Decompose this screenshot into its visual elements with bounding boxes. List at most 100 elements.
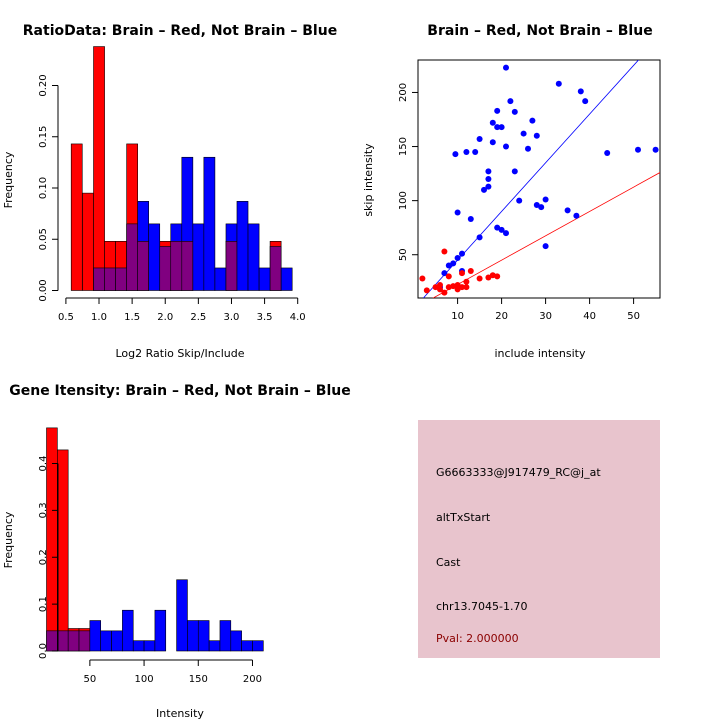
y-tick-label: 0.15	[38, 126, 49, 148]
scatter-point	[542, 243, 549, 250]
blue-bar	[143, 640, 156, 652]
overlap-bar	[225, 241, 238, 291]
scatter-point	[463, 148, 470, 155]
blue-bar	[236, 201, 249, 291]
blue-bar	[208, 640, 221, 652]
x-tick-label: 50	[83, 674, 96, 685]
red-bar	[93, 46, 105, 291]
scatter-point	[520, 130, 527, 137]
scatter-point	[489, 139, 496, 146]
x-tick-label: 20	[495, 311, 508, 322]
scatter-point	[485, 176, 492, 182]
scatter-point	[481, 186, 487, 193]
scatter-point	[452, 151, 459, 158]
scatter-point	[503, 230, 509, 237]
scatter-point	[459, 250, 465, 257]
blue-bar	[100, 630, 112, 652]
scatter-point	[582, 98, 589, 105]
y-tick-label: 0.20	[38, 74, 49, 96]
scatter-point	[573, 212, 580, 219]
overlap-bar	[93, 267, 105, 291]
scatter-point	[445, 273, 452, 280]
x-tick-label: 50	[627, 311, 640, 322]
scatter-point	[538, 204, 545, 211]
scatter-point	[507, 98, 514, 105]
blue-bar	[219, 620, 232, 652]
y-tick-label: 0.1	[38, 596, 49, 612]
scatter-point	[511, 108, 518, 115]
blue-bar	[241, 640, 253, 652]
y-tick-label: 0.3	[38, 502, 49, 518]
blue-bar	[132, 640, 145, 652]
overlap-bar	[137, 241, 149, 291]
scatter-point	[494, 107, 501, 114]
scatter-point	[485, 168, 492, 175]
scatter-fit-lines	[422, 60, 660, 298]
ratio-histogram-title: RatioData: Brain – Red, Not Brain – Blue	[23, 23, 337, 39]
scatter-point	[516, 197, 523, 204]
scatter-point	[503, 64, 509, 71]
scatter-point	[441, 270, 448, 277]
scatter-point	[437, 282, 443, 289]
scatter-point	[472, 148, 479, 155]
scatter-x-axis: 10 20 30 40 50	[451, 298, 640, 322]
scatter-point	[441, 289, 448, 296]
ratio-histogram-bars	[70, 46, 293, 291]
scatter-point	[498, 124, 505, 131]
scatter-point	[419, 275, 426, 282]
overlap-bar	[115, 267, 127, 291]
intensity-histogram-x-label: Intensity	[156, 707, 204, 720]
blue-bar	[230, 630, 242, 652]
scatter-point	[494, 124, 501, 131]
intensity-histogram-x-axis: 50 100 150 200	[83, 659, 262, 685]
scatter-point	[542, 196, 549, 203]
info-probe-id: G6663333@J917479_RC@j_at	[436, 466, 601, 479]
blue-bar	[137, 201, 149, 242]
info-pval: Pval: 2.000000	[436, 632, 519, 645]
blue-bar	[214, 267, 227, 291]
scatter-point	[555, 80, 562, 87]
y-tick-label: 0.00	[38, 279, 49, 301]
overlap-bar	[181, 241, 194, 291]
x-tick-label: 2.5	[190, 312, 206, 323]
scatter-point	[511, 168, 518, 175]
scatter-point	[635, 146, 641, 153]
scatter-point	[604, 150, 611, 157]
scatter-point	[485, 183, 492, 190]
blue-bar	[247, 223, 260, 291]
x-tick-label: 3.0	[224, 312, 240, 323]
overlap-bar	[269, 246, 282, 291]
scatter-point	[454, 209, 461, 216]
blue-bar	[280, 267, 293, 291]
blue-bar	[148, 223, 161, 291]
x-tick-label: 1.0	[91, 312, 107, 323]
info-gene: Cast	[436, 556, 461, 569]
y-tick-label: 150	[398, 137, 409, 156]
scatter-point	[476, 135, 483, 142]
scatter-y-axis: 50 100 150 200	[398, 83, 418, 261]
ratio-histogram-x-label: Log2 Ratio Skip/Include	[115, 347, 244, 360]
info-location: chr13.7045-1.70	[436, 600, 528, 613]
ratio-histogram-x-axis: 0.5 1.0 1.5 2.0 2.5 3.0 3.5 4.0	[58, 297, 306, 323]
scatter-point	[489, 119, 496, 126]
scatter-point	[463, 278, 470, 285]
blue-bar	[187, 620, 199, 652]
intensity-histogram-y-axis: 0.0 0.1 0.2 0.3 0.4	[38, 456, 59, 659]
scatter-plot-box	[417, 59, 661, 299]
y-tick-label: 0.10	[38, 177, 49, 199]
y-tick-label: 100	[398, 191, 409, 210]
scatter-point	[652, 146, 659, 153]
overlap-bar	[170, 241, 183, 291]
overlap-bar	[67, 630, 80, 652]
info-event-type: altTxStart	[436, 511, 491, 524]
red-bar	[82, 192, 94, 291]
red-bar	[70, 143, 83, 291]
info-panel-background	[418, 420, 660, 658]
ratio-histogram-y-axis: 0.00 0.05 0.10 0.15 0.20	[38, 74, 59, 302]
scatter-point	[467, 216, 474, 223]
scatter-point	[525, 145, 531, 152]
x-tick-label: 0.5	[58, 312, 74, 323]
scatter-point	[494, 273, 501, 280]
x-tick-label: 200	[243, 674, 262, 685]
blue-bar	[225, 223, 238, 242]
